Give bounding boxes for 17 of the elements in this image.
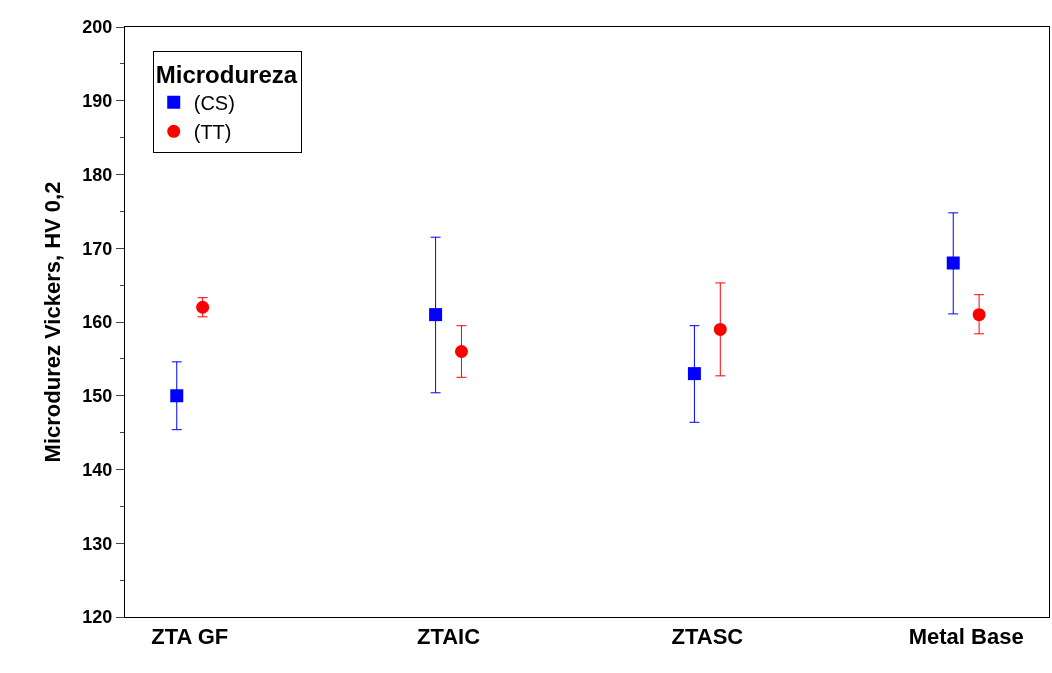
y-tick-label: 120 [82, 607, 113, 628]
y-tick-label: 180 [82, 164, 113, 185]
y-tick-label: 190 [82, 91, 113, 112]
y-tick-label: 200 [82, 17, 113, 38]
legend-label: (TT) [193, 121, 232, 144]
y-tick-label: 130 [82, 533, 113, 554]
y-tick-label: 150 [82, 386, 113, 407]
x-tick-label: ZTA GF [151, 624, 229, 650]
x-tick-label: Metal Base [908, 624, 1024, 650]
y-tick-label: 140 [82, 459, 113, 480]
x-tick-label: ZTASC [671, 624, 744, 650]
legend-title: Microdureza [155, 60, 298, 88]
legend-label: (CS) [193, 92, 235, 115]
y-tick-label: 160 [82, 312, 113, 333]
y-axis-title: Microdurez Vickers, HV 0,2 [40, 181, 66, 463]
x-tick-label: ZTAIC [416, 624, 481, 650]
y-tick-label: 170 [82, 238, 113, 259]
